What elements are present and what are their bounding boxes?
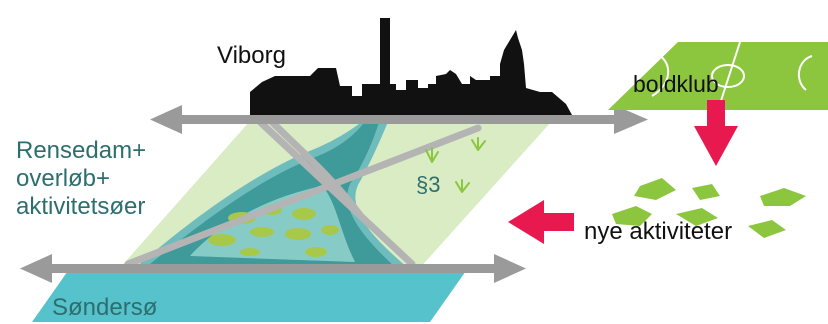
- island-icon: [748, 220, 786, 238]
- island-icon: [292, 208, 316, 220]
- label-nye-aktiviteter: nye aktiviteter: [584, 218, 733, 245]
- soccer-field-icon: [608, 41, 828, 111]
- label-rensedam: Rensedam+: [16, 137, 147, 164]
- island-icon: [285, 228, 311, 240]
- label-overloeb: overløb+: [16, 165, 111, 192]
- bottom-road-arrow: [20, 254, 526, 283]
- grass-tufts: [425, 137, 486, 193]
- grass-tuft-icon: [455, 179, 470, 193]
- island-icon: [240, 248, 260, 256]
- island-icon: [612, 206, 652, 226]
- top-road-arrow: [150, 105, 648, 134]
- skyline-icon: [250, 18, 572, 115]
- label-paragraph-3: §3: [416, 172, 441, 197]
- paths: [124, 116, 482, 268]
- label-viborg: Viborg: [217, 42, 286, 69]
- island-icon: [692, 184, 720, 200]
- island-icon: [305, 247, 327, 257]
- grass-tuft-icon: [425, 147, 439, 163]
- island-icon: [208, 234, 236, 246]
- label-aktivitetsoeer: aktivitetsøer: [16, 193, 146, 220]
- label-soendersoe: Søndersø: [52, 294, 158, 321]
- arrow-down-icon: [694, 100, 738, 166]
- lake-area: [32, 268, 468, 322]
- label-boldklub: boldklub: [633, 71, 719, 97]
- new-activity-patches: [612, 178, 806, 238]
- arrow-left-icon: [508, 200, 574, 244]
- grass-tuft-icon: [471, 137, 486, 151]
- island-icon: [760, 188, 806, 206]
- island-icon: [634, 178, 676, 200]
- island-icon: [321, 225, 339, 235]
- island-icon: [250, 227, 274, 237]
- island-icon: [676, 208, 718, 226]
